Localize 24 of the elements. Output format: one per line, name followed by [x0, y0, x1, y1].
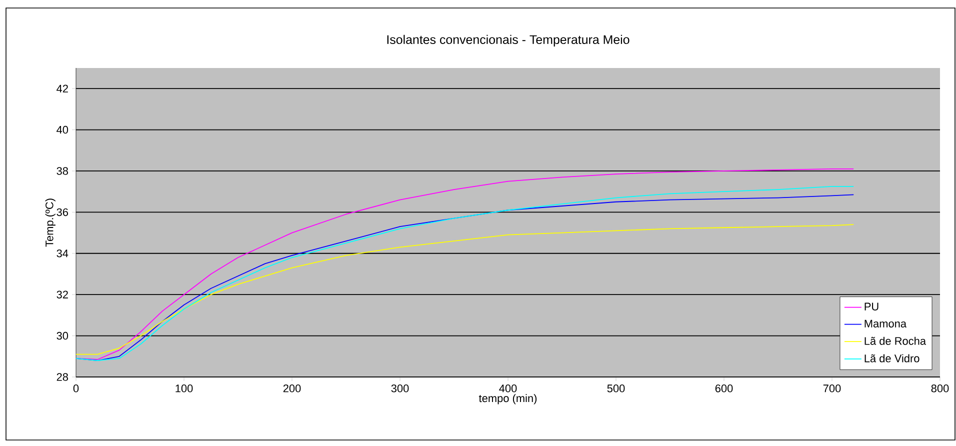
y-tick-label: 36	[56, 208, 68, 216]
legend-label: Lã de Rocha	[864, 336, 926, 345]
x-tick-label: 800	[931, 384, 949, 392]
x-tick-label: 300	[391, 384, 409, 392]
y-tick-label: 30	[56, 332, 68, 340]
x-tick-label: 0	[73, 384, 79, 392]
y-tick-label: 28	[56, 373, 68, 381]
y-tick-label: 40	[56, 126, 68, 134]
y-tick-label: 38	[56, 167, 68, 175]
x-axis-title: tempo (min)	[478, 394, 537, 404]
y-tick-label: 34	[56, 250, 68, 258]
x-tick-label: 100	[176, 384, 193, 392]
legend-label: Lã de Vidro	[864, 354, 920, 362]
chart-title: Isolantes convencionais - Temperatura Meio	[387, 34, 630, 46]
legend-label: PU	[864, 302, 878, 310]
y-axis-title: Temp.(ºC)	[45, 198, 56, 247]
x-tick-label: 200	[283, 384, 301, 392]
y-tick-label: 42	[56, 84, 68, 92]
x-tick-label: 500	[607, 384, 625, 392]
x-tick-label: 600	[715, 384, 733, 392]
x-tick-label: 700	[823, 384, 841, 392]
y-tick-label: 32	[56, 290, 68, 298]
x-tick-label: 400	[499, 384, 517, 392]
legend-label: Mamona	[864, 320, 907, 328]
